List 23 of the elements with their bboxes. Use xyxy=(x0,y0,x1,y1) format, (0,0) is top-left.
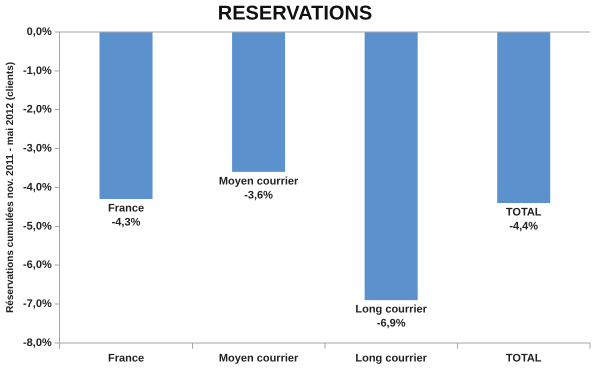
y-tick-label: -7,0% xyxy=(22,298,52,310)
y-axis-title: Réservations cumulées nov. 2011 - mai 2012 (clients) xyxy=(4,62,16,313)
x-tick-label: Long courrier xyxy=(355,352,428,364)
y-tick-label: -4,0% xyxy=(22,181,52,194)
category-label: Long courrier xyxy=(355,304,427,316)
category-label: Moyen courrier xyxy=(218,175,298,188)
data-label: -6,9% xyxy=(376,318,406,330)
y-tick-label: -1,0% xyxy=(22,64,52,77)
y-tick-label: -3,0% xyxy=(22,142,52,155)
category-label: TOTAL xyxy=(506,206,542,218)
y-tick-label: -8,0% xyxy=(22,336,52,349)
data-label: -3,6% xyxy=(244,189,274,202)
y-tick-label: 0,0% xyxy=(26,26,52,38)
y-tick-label: -5,0% xyxy=(22,220,52,232)
data-label: -4,3% xyxy=(112,216,141,229)
x-tick-label: France xyxy=(108,352,144,364)
data-label: -4,4% xyxy=(509,220,538,232)
chart-title: RESERVATIONS xyxy=(218,2,372,25)
y-tick-label: -6,0% xyxy=(22,259,52,272)
x-tick-label: TOTAL xyxy=(506,352,542,364)
y-tick-label: -2,0% xyxy=(22,104,52,116)
x-tick-label: Moyen courrier xyxy=(218,352,300,364)
category-label: France xyxy=(108,202,144,215)
